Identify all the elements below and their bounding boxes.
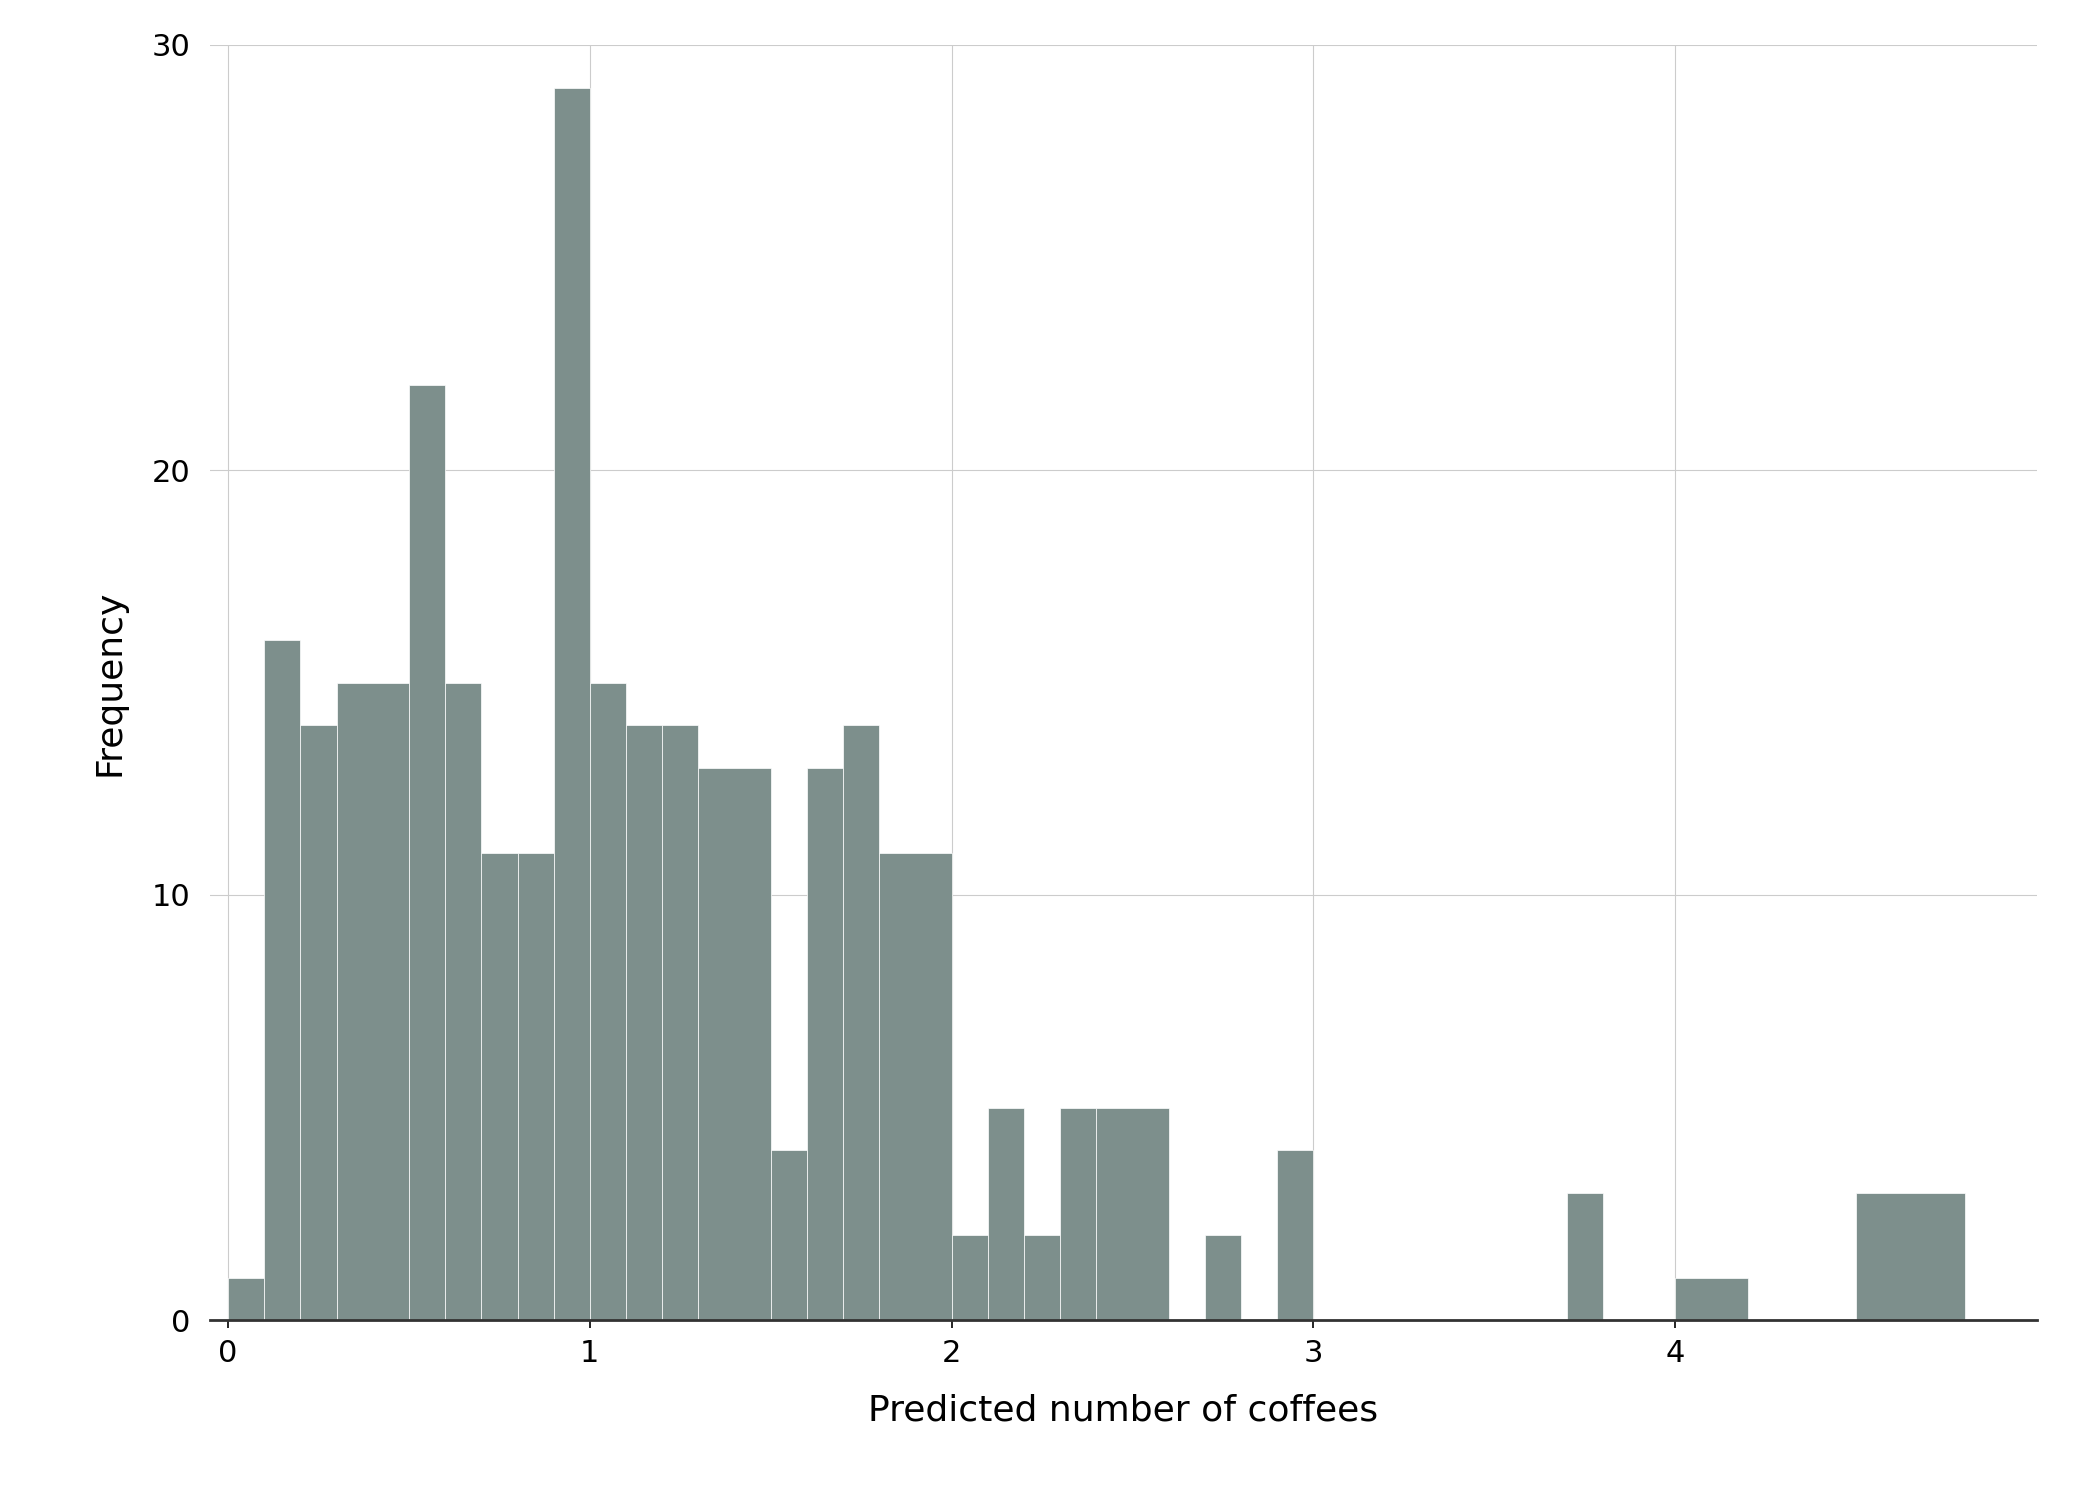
Bar: [554, 87, 590, 1320]
Bar: [771, 1150, 806, 1320]
Bar: [300, 724, 336, 1320]
Bar: [1096, 1107, 1170, 1320]
Bar: [265, 640, 300, 1320]
Bar: [699, 768, 771, 1320]
Bar: [1060, 1107, 1096, 1320]
Bar: [1025, 1234, 1060, 1320]
Y-axis label: Frequency: Frequency: [92, 590, 126, 776]
Bar: [517, 852, 554, 1320]
Bar: [1205, 1234, 1241, 1320]
Bar: [1277, 1150, 1312, 1320]
Bar: [626, 724, 662, 1320]
Bar: [229, 1278, 265, 1320]
Bar: [806, 768, 842, 1320]
Bar: [1676, 1278, 1747, 1320]
Bar: [445, 682, 481, 1320]
Bar: [951, 1234, 987, 1320]
Bar: [880, 852, 951, 1320]
Bar: [1567, 1192, 1602, 1320]
Bar: [662, 724, 699, 1320]
Bar: [590, 682, 626, 1320]
Bar: [336, 682, 410, 1320]
Bar: [1856, 1192, 1966, 1320]
Bar: [410, 386, 445, 1320]
Bar: [987, 1107, 1025, 1320]
X-axis label: Predicted number of coffees: Predicted number of coffees: [869, 1394, 1378, 1428]
Bar: [842, 724, 880, 1320]
Bar: [481, 852, 517, 1320]
